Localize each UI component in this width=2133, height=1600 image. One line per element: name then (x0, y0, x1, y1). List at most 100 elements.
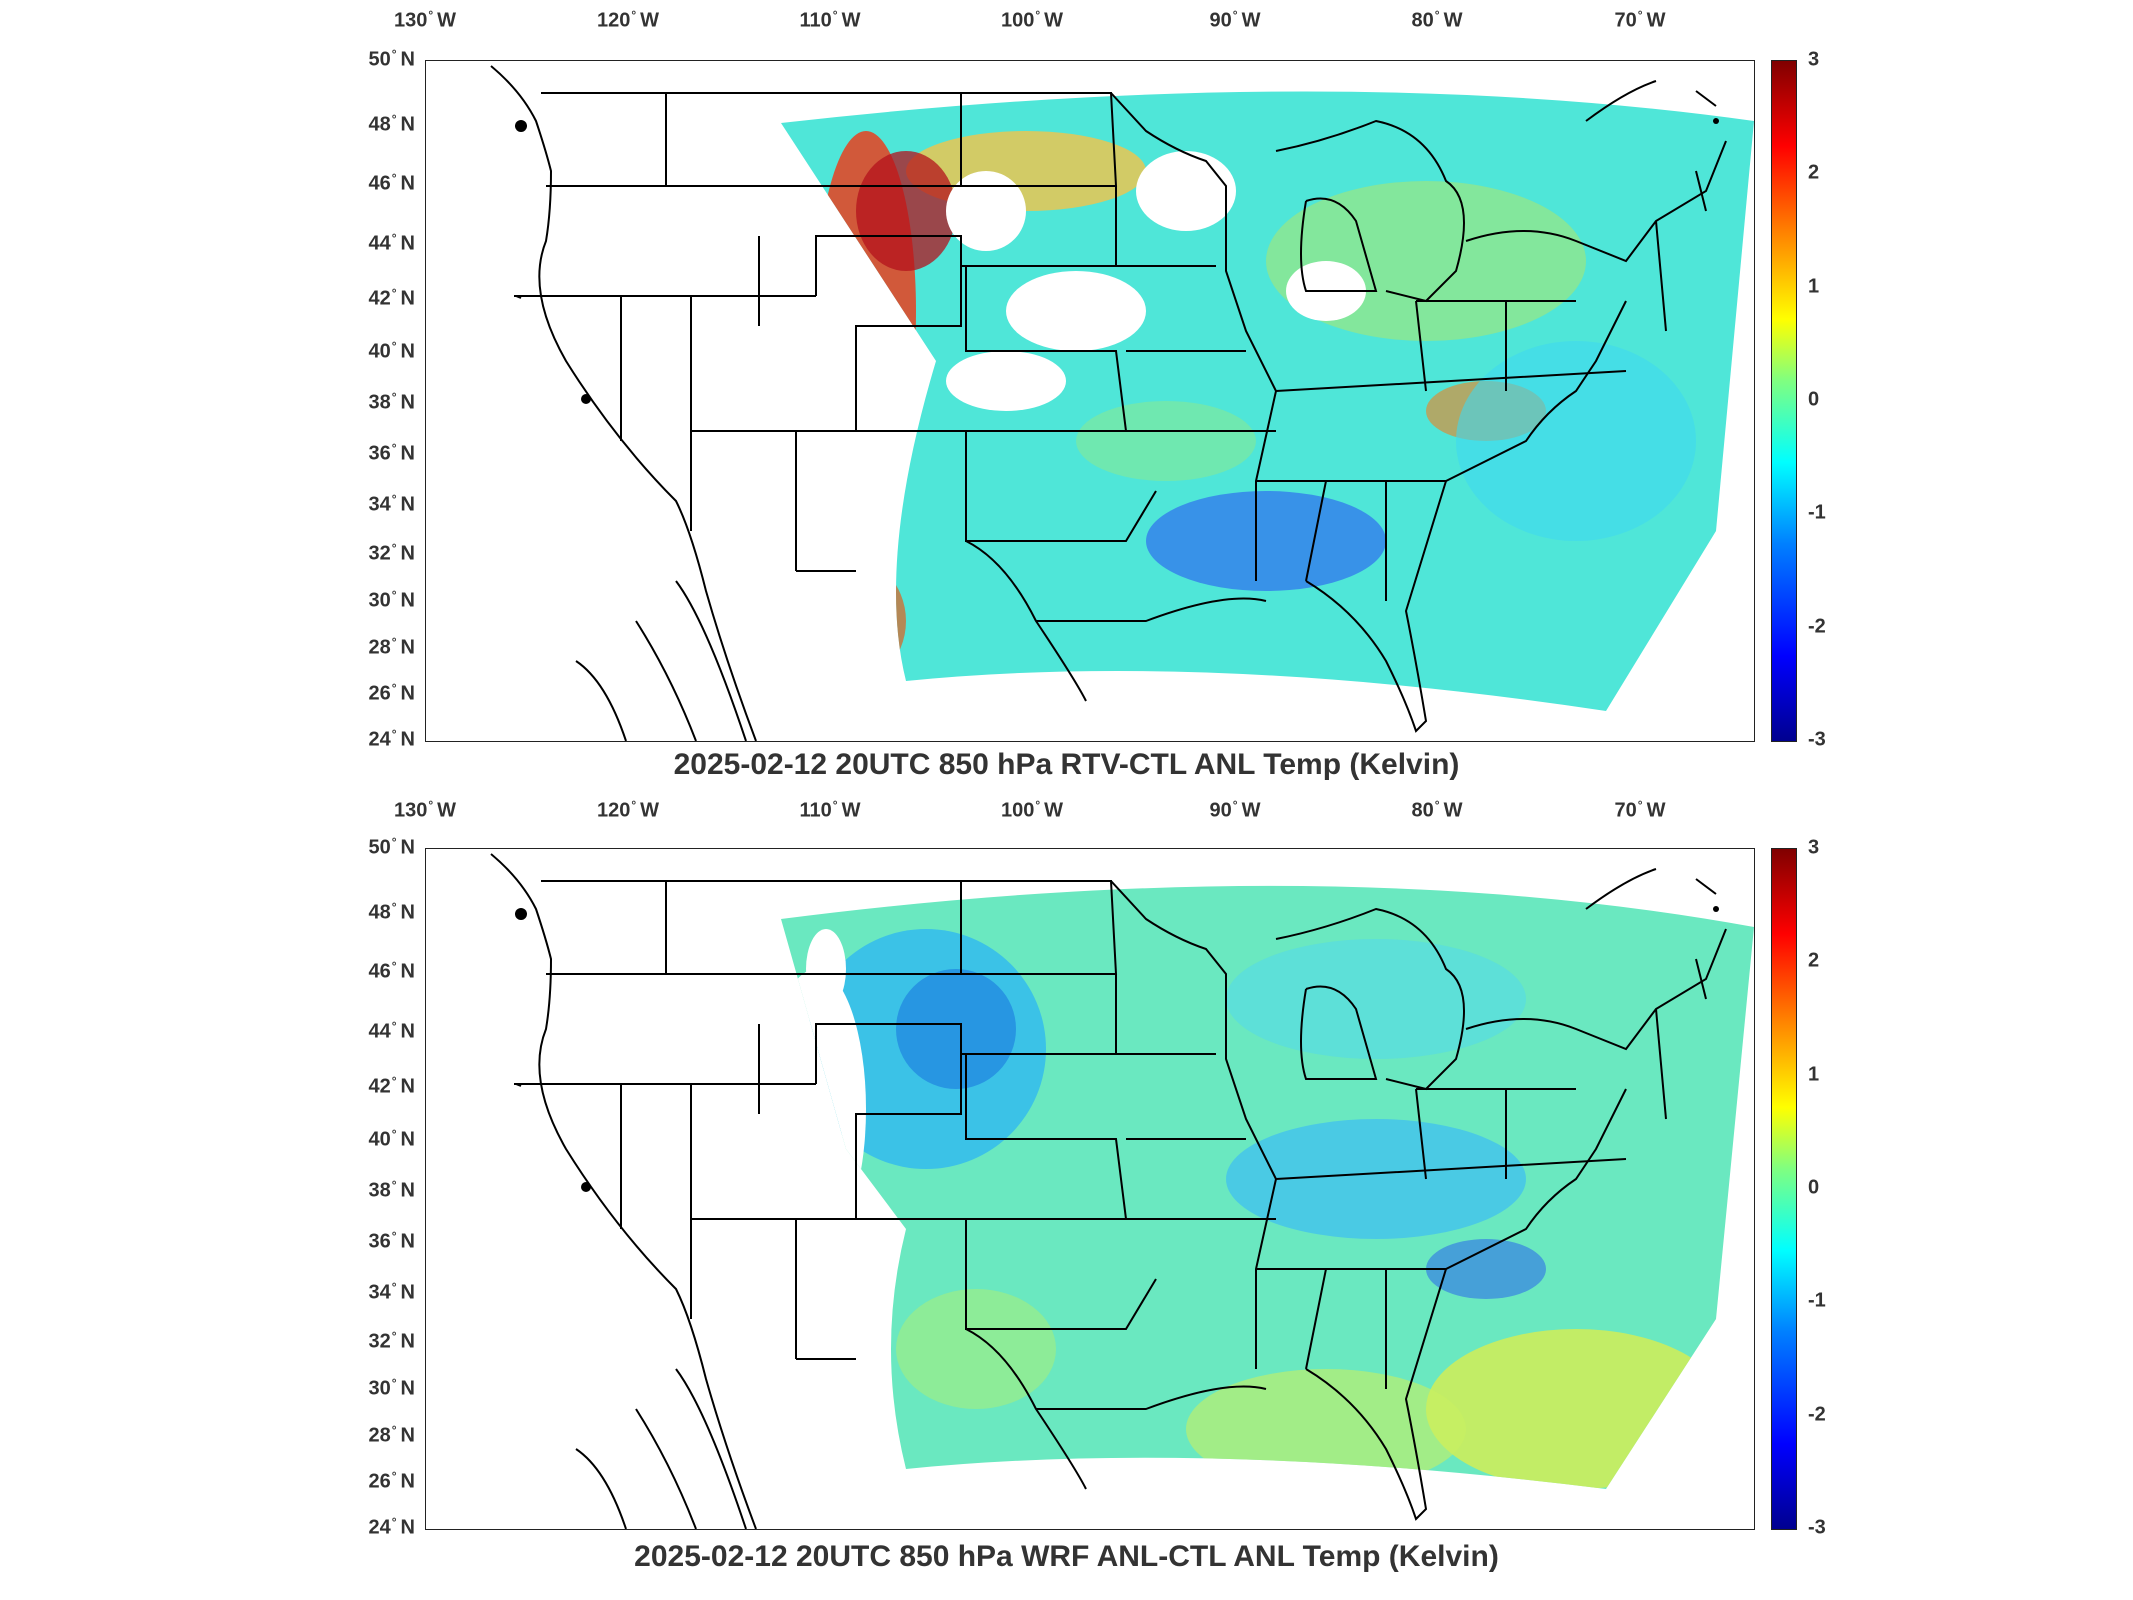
lat-tick-label: 34° N (345, 1280, 415, 1305)
degree-symbol: ° (631, 798, 637, 812)
lat-tick-label-hemisphere: N (400, 1471, 415, 1494)
lat-tick-label-hemisphere: N (400, 728, 415, 751)
degree-symbol: ° (391, 1074, 397, 1089)
lon-tick-label-degrees: 130 (393, 9, 428, 32)
lat-tick-label: 40° N (345, 339, 415, 364)
lat-tick-label-degrees: 38 (368, 1180, 391, 1203)
conus-map-top (490, 65, 1754, 741)
lon-tick-label: 70° W (1615, 798, 1666, 823)
lat-tick-label: 46° N (345, 959, 415, 984)
lat-tick-label: 36° N (345, 1229, 415, 1254)
lat-tick-label-hemisphere: N (400, 48, 415, 71)
degree-symbol: ° (391, 835, 397, 849)
lat-tick-label-degrees: 46 (368, 173, 391, 196)
degree-symbol: ° (1637, 798, 1643, 812)
lon-tick-label-hemisphere: W (1646, 9, 1666, 32)
lat-tick-label-hemisphere: N (400, 901, 415, 924)
degree-symbol: ° (391, 899, 397, 914)
lat-tick-label-hemisphere: N (400, 341, 415, 364)
degree-symbol: ° (391, 1515, 397, 1529)
lat-tick-label-hemisphere: N (400, 1331, 415, 1354)
degree-symbol: ° (631, 8, 637, 22)
boundaries-top (490, 65, 1727, 741)
lat-tick-label: 26° N (345, 1469, 415, 1494)
lat-tick-label: 46° N (345, 171, 415, 196)
degree-symbol: ° (391, 390, 397, 405)
lat-tick-label-hemisphere: N (400, 1180, 415, 1203)
lon-tick-label-degrees: 100 (1000, 9, 1035, 32)
lon-tick-label: 80° W (1412, 798, 1463, 823)
colorbar-tick-label: -3 (1808, 728, 1826, 751)
degree-symbol: ° (391, 111, 397, 126)
lon-tick-label-degrees: 130 (393, 799, 428, 822)
degree-symbol: ° (391, 1178, 397, 1193)
lat-tick-label: 28° N (345, 1423, 415, 1448)
lon-tick-label: 130° W (394, 8, 456, 33)
degree-symbol: ° (1232, 8, 1238, 22)
colorbar-tick-label: 2 (1808, 161, 1820, 184)
temperature-field-top (781, 91, 1754, 711)
degree-symbol: ° (1035, 8, 1041, 22)
lon-tick-label-degrees: 80 (1411, 799, 1434, 822)
lat-tick-label-hemisphere: N (400, 836, 415, 859)
lat-tick-label-hemisphere: N (400, 961, 415, 984)
lat-tick-label: 44° N (345, 1019, 415, 1044)
degree-symbol: ° (391, 541, 397, 556)
lat-tick-label-degrees: 46 (368, 961, 391, 984)
lat-tick-label-degrees: 32 (368, 543, 391, 566)
colorbar-tick-label: 2 (1808, 949, 1820, 972)
lat-tick-label-hemisphere: N (400, 589, 415, 612)
lat-tick-label: 44° N (345, 231, 415, 256)
lat-tick-label-degrees: 42 (368, 288, 391, 311)
degree-symbol: ° (391, 339, 397, 354)
lat-tick-label-hemisphere: N (400, 543, 415, 566)
lon-tick-label-hemisphere: W (640, 9, 660, 32)
lat-tick-label: 24° N (345, 727, 415, 752)
lat-tick-label: 30° N (345, 588, 415, 613)
lon-tick-label-degrees: 100 (1000, 799, 1035, 822)
lon-tick-label: 110° W (800, 798, 861, 823)
lat-tick-label: 50° N (345, 835, 415, 860)
lon-tick-label-degrees: 80 (1411, 9, 1434, 32)
degree-symbol: ° (391, 1329, 397, 1344)
degree-symbol: ° (1434, 798, 1440, 812)
lat-tick-label-degrees: 40 (368, 341, 391, 364)
lon-tick-label: 120° W (597, 8, 659, 33)
lat-tick-label-hemisphere: N (400, 173, 415, 196)
lat-tick-label-degrees: 26 (368, 1471, 391, 1494)
lon-tick-label: 70° W (1615, 8, 1666, 33)
lat-tick-label-hemisphere: N (400, 392, 415, 415)
degree-symbol: ° (391, 1469, 397, 1484)
lon-tick-label-degrees: 90 (1209, 799, 1232, 822)
lon-tick-label-degrees: 70 (1614, 9, 1637, 32)
degree-symbol: ° (391, 959, 397, 974)
lon-tick-label: 100° W (1001, 8, 1063, 33)
lat-tick-label-hemisphere: N (400, 494, 415, 517)
degree-symbol: ° (391, 441, 397, 456)
lat-tick-label-hemisphere: N (400, 113, 415, 136)
lat-tick-label: 30° N (345, 1376, 415, 1401)
map-plot-wrf-ctl (425, 848, 1755, 1530)
lat-tick-label: 38° N (345, 390, 415, 415)
lat-tick-label-degrees: 34 (368, 494, 391, 517)
lat-tick-label: 40° N (345, 1127, 415, 1152)
degree-symbol: ° (391, 47, 397, 61)
degree-symbol: ° (391, 588, 397, 603)
panel-title-bottom: 2025-02-12 20UTC 850 hPa WRF ANL-CTL ANL… (634, 1540, 1499, 1573)
degree-symbol: ° (832, 8, 838, 22)
lat-tick-label-degrees: 30 (368, 1377, 391, 1400)
lon-tick-label: 90° W (1210, 8, 1261, 33)
panel-title-top: 2025-02-12 20UTC 850 hPa RTV-CTL ANL Tem… (673, 748, 1460, 781)
degree-symbol: ° (1434, 8, 1440, 22)
coast-fill-top (515, 118, 1719, 404)
lat-tick-label-degrees: 34 (368, 1282, 391, 1305)
colorbar-tick-label: 0 (1808, 1176, 1820, 1199)
lat-tick-label: 38° N (345, 1178, 415, 1203)
lon-tick-label-hemisphere: W (1443, 799, 1463, 822)
degree-symbol: ° (391, 727, 397, 741)
degree-symbol: ° (391, 286, 397, 301)
lat-tick-label-degrees: 26 (368, 683, 391, 706)
lat-tick-label-hemisphere: N (400, 636, 415, 659)
lat-tick-label-hemisphere: N (400, 1282, 415, 1305)
lat-tick-label-degrees: 50 (368, 836, 391, 859)
